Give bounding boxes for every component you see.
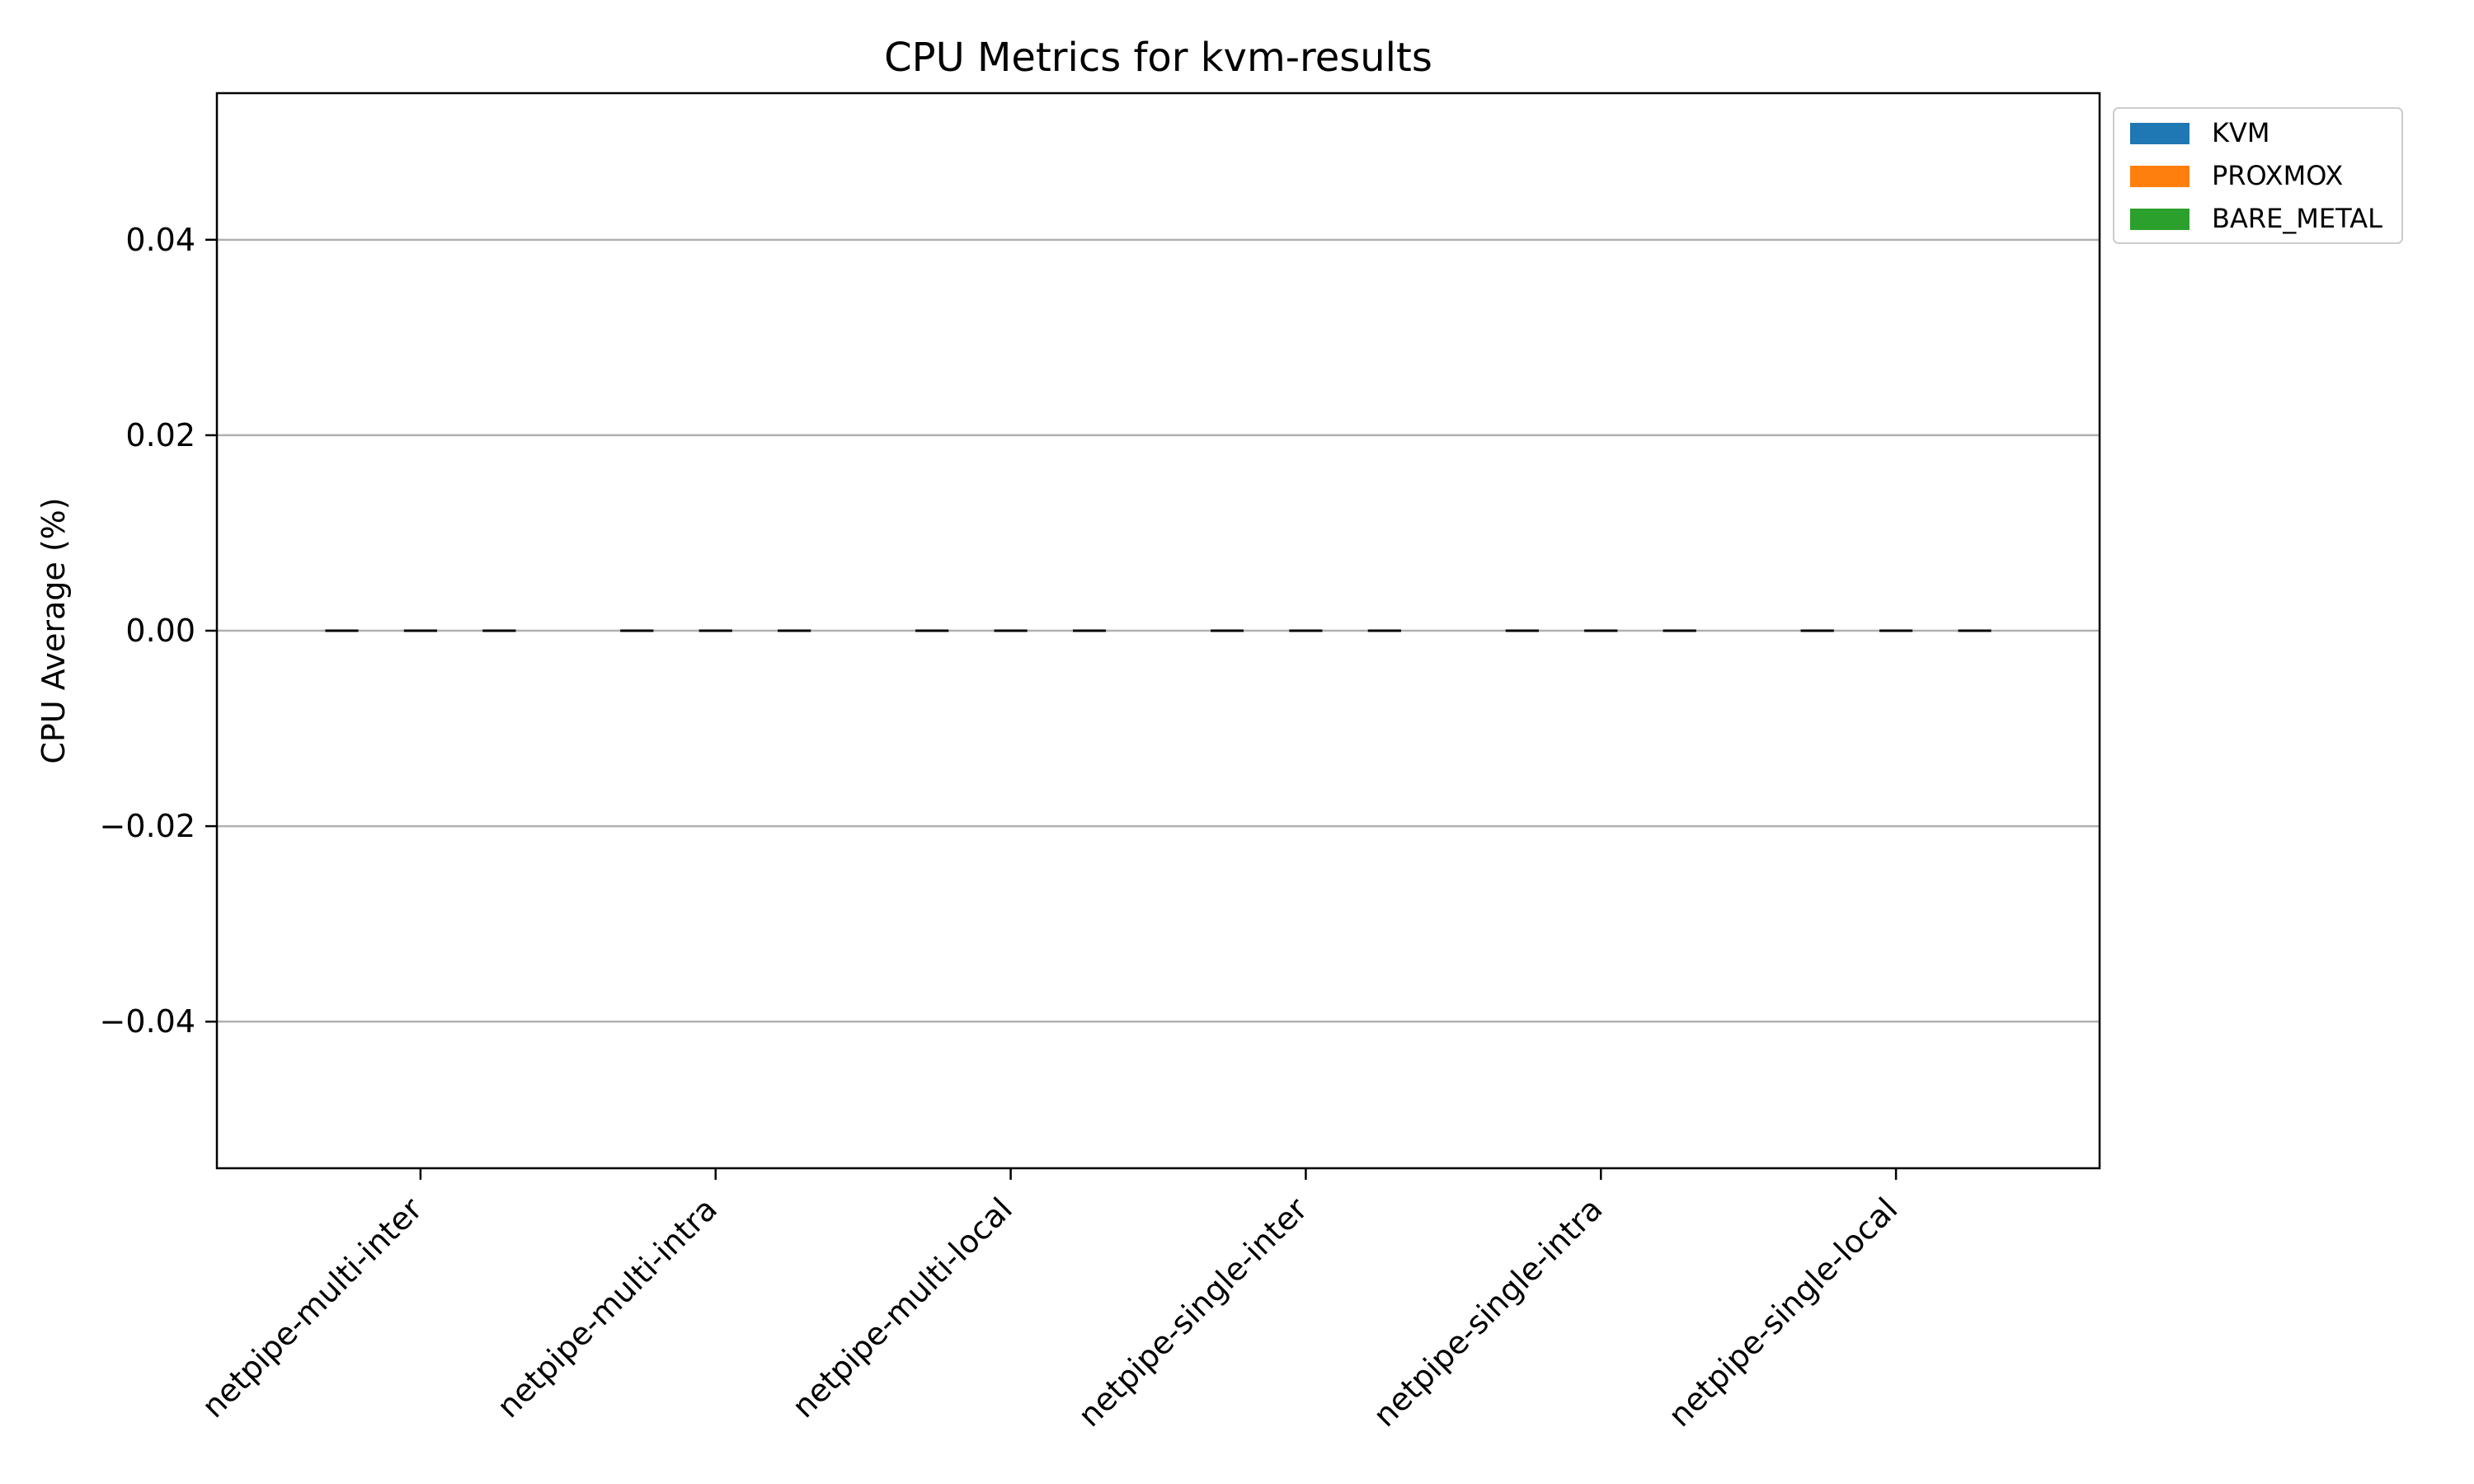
legend-swatch bbox=[2130, 166, 2189, 187]
legend-label: BARE_METAL bbox=[2212, 203, 2382, 234]
x-tick-label: netpipe-multi-inter bbox=[195, 1190, 429, 1425]
y-axis-ticks: −0.04 −0.02 0.00 0.02 0.04 bbox=[100, 222, 217, 1040]
x-axis-ticks: netpipe-multi-inter netpipe-multi-intra ne… bbox=[195, 1168, 1904, 1434]
legend-label: KVM bbox=[2212, 117, 2269, 148]
chart-title: CPU Metrics for kvm-results bbox=[884, 35, 1432, 81]
x-tick-label: netpipe-single-inter bbox=[1071, 1190, 1315, 1434]
grid-lines bbox=[217, 238, 2100, 1023]
y-tick-label: 0.00 bbox=[125, 613, 195, 649]
x-tick-label: netpipe-single-local bbox=[1662, 1190, 1905, 1434]
y-tick-label: 0.02 bbox=[125, 417, 195, 453]
legend-label: PROXMOX bbox=[2212, 160, 2343, 191]
y-tick-label: −0.04 bbox=[100, 1003, 195, 1040]
x-tick-label: netpipe-single-intra bbox=[1366, 1190, 1610, 1434]
y-tick-label: 0.04 bbox=[125, 222, 195, 258]
legend-swatch bbox=[2130, 123, 2189, 144]
y-tick-label: −0.02 bbox=[100, 808, 195, 844]
x-tick-label: netpipe-multi-local bbox=[785, 1190, 1019, 1425]
legend: KVM PROXMOX BARE_METAL bbox=[2113, 107, 2403, 244]
y-axis-label: CPU Average (%) bbox=[35, 497, 72, 763]
x-tick-label: netpipe-multi-intra bbox=[490, 1190, 724, 1425]
legend-swatch bbox=[2130, 209, 2189, 230]
